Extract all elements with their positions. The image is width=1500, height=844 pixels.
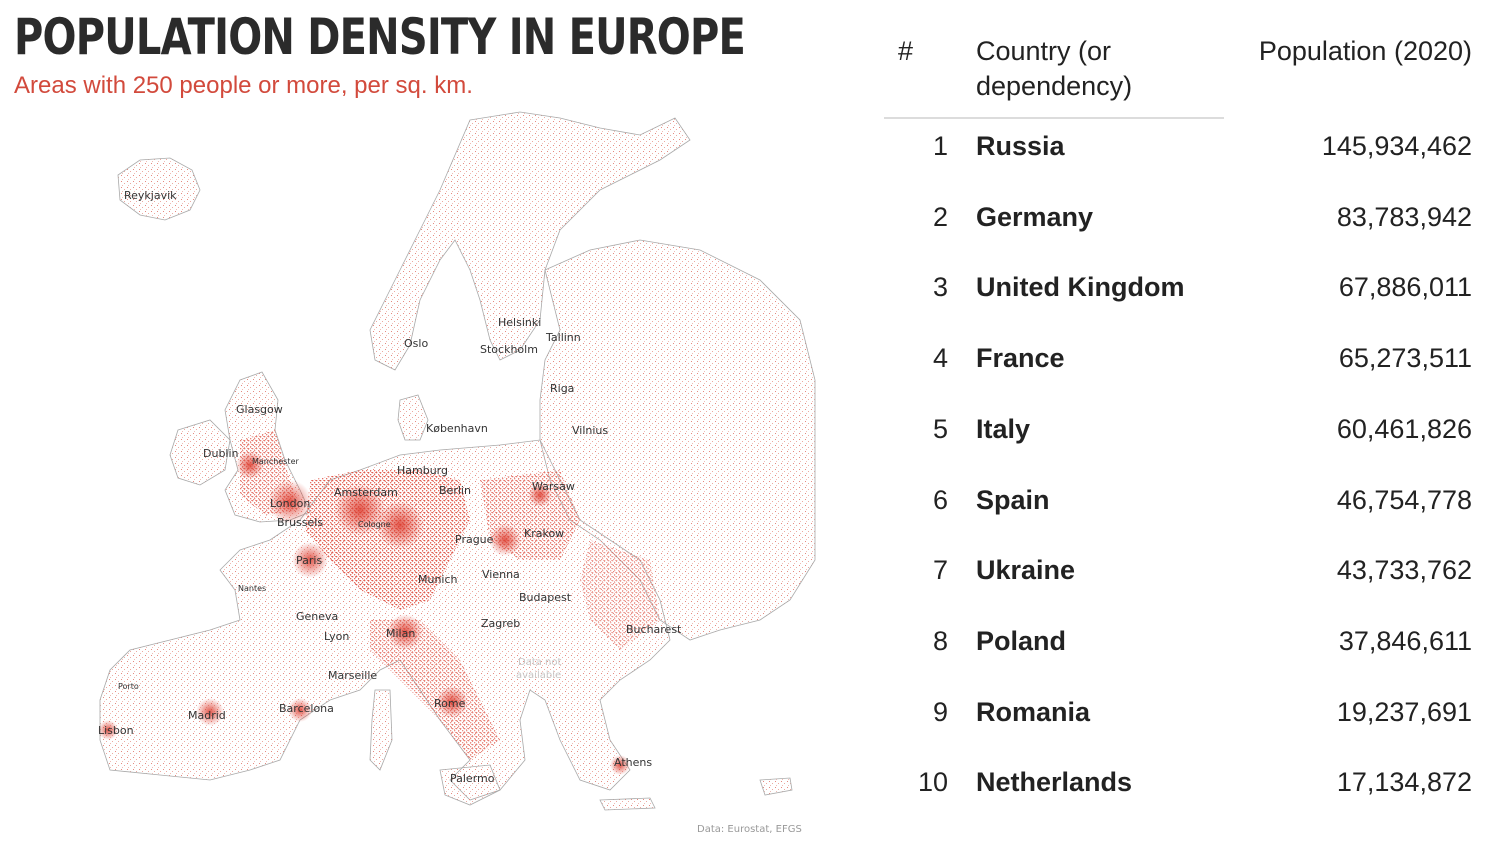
city-label-krakow: Krakow bbox=[524, 527, 564, 540]
table-row: 8 Poland 37,846,611 bbox=[884, 626, 1484, 666]
map-subtitle: Areas with 250 people or more, per sq. k… bbox=[14, 72, 473, 99]
city-label-prague: Prague bbox=[455, 533, 494, 546]
table-row: 2 Germany 83,783,942 bbox=[884, 202, 1484, 242]
city-label-dublin: Dublin bbox=[203, 447, 239, 460]
city-label-palermo: Palermo bbox=[450, 772, 495, 785]
city-label-berlin: Berlin bbox=[439, 484, 471, 497]
table-row: 9 Romania 19,237,691 bbox=[884, 697, 1484, 737]
table-row: 10 Netherlands 17,134,872 bbox=[884, 767, 1484, 807]
table-row: 7 Ukraine 43,733,762 bbox=[884, 555, 1484, 595]
no-data-note-line1: Data not bbox=[518, 657, 562, 668]
city-label-marseille: Marseille bbox=[328, 669, 377, 682]
header-divider bbox=[884, 117, 1224, 119]
city-label-milan: Milan bbox=[386, 627, 415, 640]
city-label-london: London bbox=[270, 497, 310, 510]
no-data-note-line2: available bbox=[516, 670, 561, 681]
city-label-stockholm: Stockholm bbox=[480, 343, 538, 356]
map-credit: Data: Eurostat, EFGS bbox=[697, 824, 802, 835]
city-label-geneva: Geneva bbox=[296, 610, 338, 623]
rank-cell: 3 bbox=[932, 272, 948, 303]
rank-cell: 2 bbox=[932, 201, 948, 232]
city-label-bucharest: Bucharest bbox=[626, 623, 682, 636]
country-cell: Poland bbox=[976, 625, 1067, 656]
rank-cell: 4 bbox=[932, 343, 948, 374]
table-row: 5 Italy 60,461,826 bbox=[884, 414, 1484, 454]
city-label-hamburg: Hamburg bbox=[397, 464, 448, 477]
country-cell: Netherlands bbox=[976, 767, 1133, 798]
rank-cell: 6 bbox=[932, 484, 948, 515]
city-label-manchester: Manchester bbox=[252, 457, 299, 466]
city-label-nantes: Nantes bbox=[238, 584, 266, 593]
country-cell: United Kingdom bbox=[976, 272, 1185, 303]
country-cell: Romania bbox=[976, 696, 1091, 727]
country-cell: Spain bbox=[976, 484, 1050, 515]
table-row: 1 Russia 145,934,462 bbox=[884, 131, 1484, 171]
city-label-cologne: Cologne bbox=[358, 520, 391, 529]
density-hotspots bbox=[98, 430, 660, 775]
header-country: Country (or dependency) bbox=[976, 36, 1133, 101]
city-label-kobenhavn: København bbox=[426, 422, 488, 435]
population-cell: 19,237,691 bbox=[1336, 696, 1472, 727]
rank-cell: 8 bbox=[932, 625, 948, 656]
population-cell: 46,754,778 bbox=[1336, 484, 1472, 515]
city-label-tallinn: Tallinn bbox=[545, 331, 581, 344]
country-cell: France bbox=[976, 343, 1065, 374]
population-cell: 43,733,762 bbox=[1336, 555, 1472, 586]
country-cell: Ukraine bbox=[976, 555, 1076, 586]
table-row: 4 France 65,273,511 bbox=[884, 343, 1484, 383]
population-cell: 83,783,942 bbox=[1336, 201, 1472, 232]
country-cell: Germany bbox=[976, 201, 1094, 232]
city-label-warsaw: Warsaw bbox=[532, 480, 575, 493]
rank-cell: 5 bbox=[932, 413, 948, 444]
city-label-brussels: Brussels bbox=[277, 516, 323, 529]
map-title: POPULATION DENSITY IN EUROPE bbox=[14, 8, 746, 66]
europe-map: Reykjavik Oslo Stockholm Helsinki Tallin… bbox=[98, 111, 816, 835]
header-rank: # bbox=[898, 36, 914, 66]
city-label-budapest: Budapest bbox=[519, 591, 572, 604]
city-label-vienna: Vienna bbox=[482, 568, 520, 581]
city-label-barcelona: Barcelona bbox=[279, 702, 334, 715]
city-label-riga: Riga bbox=[550, 382, 574, 395]
population-cell: 145,934,462 bbox=[1321, 131, 1472, 161]
country-cell: Italy bbox=[976, 413, 1031, 444]
city-labels: Reykjavik Oslo Stockholm Helsinki Tallin… bbox=[98, 189, 682, 785]
rank-cell: 10 bbox=[917, 767, 948, 798]
city-label-amsterdam: Amsterdam bbox=[334, 486, 398, 499]
city-label-munich: Munich bbox=[418, 573, 458, 586]
city-label-rome: Rome bbox=[434, 697, 466, 710]
population-density-map: Reykjavik Oslo Stockholm Helsinki Tallin… bbox=[14, 8, 816, 835]
table-row: 3 United Kingdom 67,886,011 bbox=[884, 272, 1484, 312]
country-cell: Russia bbox=[976, 131, 1065, 161]
header-population: Population (2020) bbox=[1258, 36, 1472, 66]
rank-cell: 7 bbox=[932, 555, 948, 586]
city-label-vilnius: Vilnius bbox=[572, 424, 608, 437]
population-cell: 60,461,826 bbox=[1336, 413, 1472, 444]
city-label-glasgow: Glasgow bbox=[236, 403, 283, 416]
city-label-lyon: Lyon bbox=[324, 630, 349, 643]
city-label-porto: Porto bbox=[118, 682, 139, 691]
population-cell: 65,273,511 bbox=[1338, 343, 1472, 374]
rank-cell: 1 bbox=[932, 131, 948, 161]
population-cell: 37,846,611 bbox=[1338, 625, 1472, 656]
table-row: 6 Spain 46,754,778 bbox=[884, 485, 1484, 525]
city-label-madrid: Madrid bbox=[188, 709, 226, 722]
city-label-helsinki: Helsinki bbox=[498, 316, 541, 329]
population-cell: 67,886,011 bbox=[1338, 272, 1472, 303]
rank-cell: 9 bbox=[932, 696, 948, 727]
city-label-reykjavik: Reykjavik bbox=[124, 189, 177, 202]
city-label-oslo: Oslo bbox=[404, 337, 428, 350]
city-label-paris: Paris bbox=[296, 554, 322, 567]
city-label-zagreb: Zagreb bbox=[481, 617, 520, 630]
population-cell: 17,134,872 bbox=[1336, 767, 1472, 798]
city-label-athens: Athens bbox=[614, 756, 652, 769]
city-label-lisbon: Lisbon bbox=[98, 724, 134, 737]
